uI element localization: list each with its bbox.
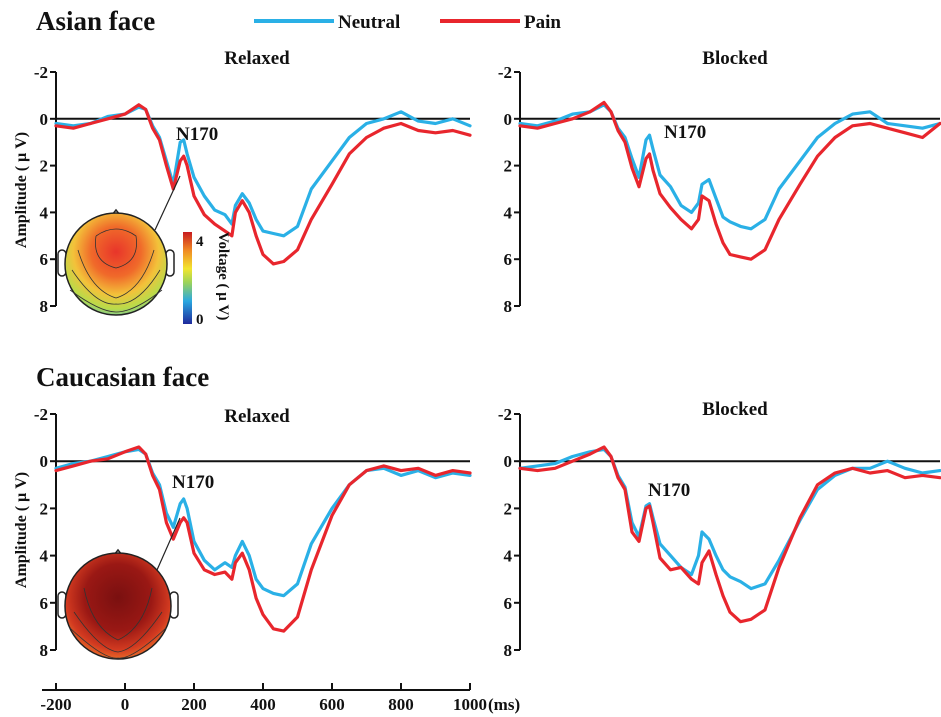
legend-pain-label: Pain <box>524 12 561 33</box>
x-tick-label: 400 <box>250 695 276 714</box>
panel-caucasian-blocked: Blocked -2 0 2 4 6 8 N170 <box>498 399 941 660</box>
y-tick-label: 0 <box>40 110 49 129</box>
y-tick-label: 4 <box>40 203 49 222</box>
y-tick-label: 6 <box>40 594 49 613</box>
y-tick-label: 0 <box>504 110 513 129</box>
series-line-pain <box>518 445 941 624</box>
y-tick-label: 2 <box>504 499 513 518</box>
legend: Neutral Pain <box>254 12 561 33</box>
legend-neutral-label: Neutral <box>338 12 400 33</box>
x-tick-label: 600 <box>319 695 345 714</box>
y-tick-label: -2 <box>498 405 512 424</box>
scalp-contour <box>77 249 155 299</box>
panel-asian-blocked: Blocked -2 0 2 4 6 8 N170 <box>498 48 941 316</box>
section-title-caucasian: Caucasian face <box>36 362 209 392</box>
colorbar-min: 0 <box>196 312 204 328</box>
scalp-map-caucasian <box>57 517 181 660</box>
y-tick-label: 4 <box>504 547 513 566</box>
x-tick-label: -200 <box>40 695 71 714</box>
y-tick-label: 4 <box>504 203 513 222</box>
colorbar-max: 4 <box>196 234 204 250</box>
colorbar: 4 0 Voltage ( μ V) <box>183 232 231 328</box>
y-tick-label: 8 <box>504 641 513 660</box>
n170-annotation: N170 <box>172 472 214 493</box>
x-tick-label: 0 <box>121 695 130 714</box>
x-tick-label: 800 <box>388 695 414 714</box>
panel-title: Relaxed <box>224 48 290 69</box>
n170-annotation: N170 <box>176 124 218 145</box>
colorbar-label: Voltage ( μ V) <box>215 232 231 320</box>
panel-title: Blocked <box>702 399 768 420</box>
panel-title: Relaxed <box>224 406 290 427</box>
n170-annotation: N170 <box>664 122 706 143</box>
series-line-pain <box>54 103 472 266</box>
y-axis-label: Amplitude ( μ V) <box>13 132 30 248</box>
scalp-map-asian <box>57 175 181 316</box>
y-tick-label: 6 <box>40 250 49 269</box>
y-tick-label: 0 <box>504 452 513 471</box>
x-axis-unit: (ms) <box>488 695 520 714</box>
scalp-contour <box>95 228 137 269</box>
series-line-pain <box>54 445 472 633</box>
scalp-contour <box>83 587 153 641</box>
scalp-contour <box>69 627 167 659</box>
panel-caucasian-relaxed: Relaxed -2 0 2 4 6 8 Amplitude ( μ V) N170 <box>13 405 472 660</box>
series-line-pain <box>518 100 941 261</box>
y-tick-label: -2 <box>34 63 48 82</box>
scalp-head <box>64 552 172 660</box>
panel-title: Blocked <box>702 48 768 69</box>
y-tick-label: -2 <box>498 63 512 82</box>
series-line-neutral <box>518 447 941 591</box>
n170-annotation: N170 <box>648 480 690 501</box>
y-tick-label: -2 <box>34 405 48 424</box>
y-tick-label: 4 <box>40 547 49 566</box>
scalp-pointer-line <box>156 517 181 571</box>
x-tick-label: 1000 <box>453 695 487 714</box>
panel-asian-relaxed: Relaxed -2 0 2 4 6 8 Amplitude ( μ V) N170 <box>13 48 472 316</box>
y-axis-label: Amplitude ( μ V) <box>13 472 30 588</box>
scalp-head <box>64 212 168 316</box>
y-tick-label: 8 <box>40 641 49 660</box>
y-tick-label: 0 <box>40 452 49 471</box>
y-tick-label: 2 <box>504 157 513 176</box>
scalp-contour <box>71 269 161 305</box>
colorbar-gradient <box>183 232 192 324</box>
y-tick-label: 2 <box>40 157 49 176</box>
section-title-asian: Asian face <box>36 6 155 36</box>
x-axis: -200 0 200 400 600 800 1000 (ms) <box>40 683 520 714</box>
x-tick-label: 200 <box>181 695 207 714</box>
y-tick-label: 6 <box>504 594 513 613</box>
scalp-contour <box>73 611 163 653</box>
y-tick-label: 2 <box>40 499 49 518</box>
y-tick-label: 8 <box>504 297 513 316</box>
series-line-neutral <box>518 103 941 231</box>
y-tick-label: 6 <box>504 250 513 269</box>
scalp-contour <box>69 289 163 313</box>
scalp-pointer-line <box>154 175 181 231</box>
y-tick-label: 8 <box>40 297 49 316</box>
